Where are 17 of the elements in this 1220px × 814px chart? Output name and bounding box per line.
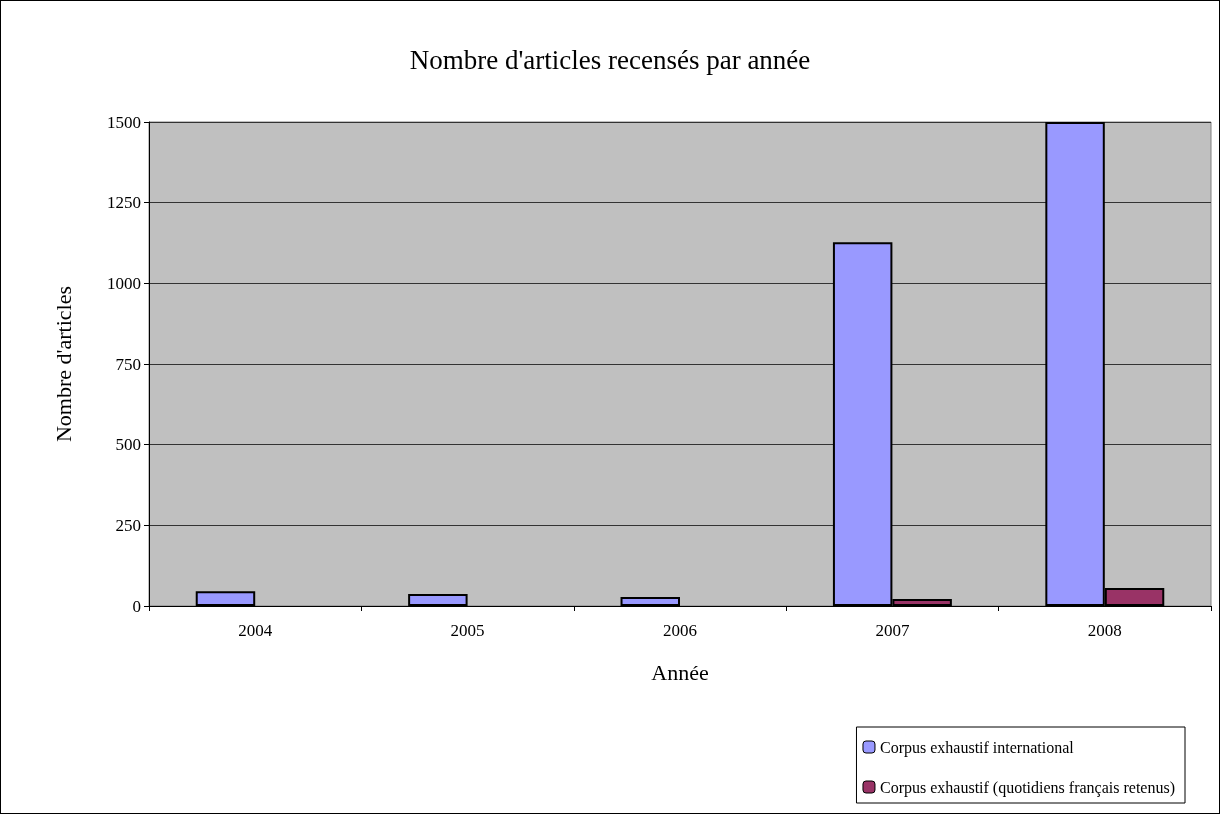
y-axis-title: Nombre d'articles (50, 285, 76, 443)
x-tick-label: 2005 (450, 621, 485, 640)
y-tick-label: 1000 (107, 273, 141, 293)
chart-title: Nombre d'articles recensés par année (409, 44, 811, 75)
y-tick-label: 1500 (107, 112, 141, 132)
x-axis-title: Année (651, 659, 709, 685)
y-tick-label: 1250 (107, 193, 141, 213)
x-tick-label: 2006 (663, 621, 697, 640)
x-tick-label: 2004 (238, 621, 273, 640)
y-tick-label: 750 (115, 354, 141, 374)
legend-label: Corpus exhaustif (quotidiens français retenus) (879, 778, 1175, 797)
y-tick-label: 250 (115, 515, 141, 535)
y-tick-label: 500 (115, 435, 141, 455)
legend-label: Corpus exhaustif international (879, 738, 1075, 757)
x-tick-label: 2008 (1087, 621, 1122, 640)
y-tick-label: 0 (132, 596, 141, 616)
x-tick-label: 2007 (875, 621, 910, 640)
